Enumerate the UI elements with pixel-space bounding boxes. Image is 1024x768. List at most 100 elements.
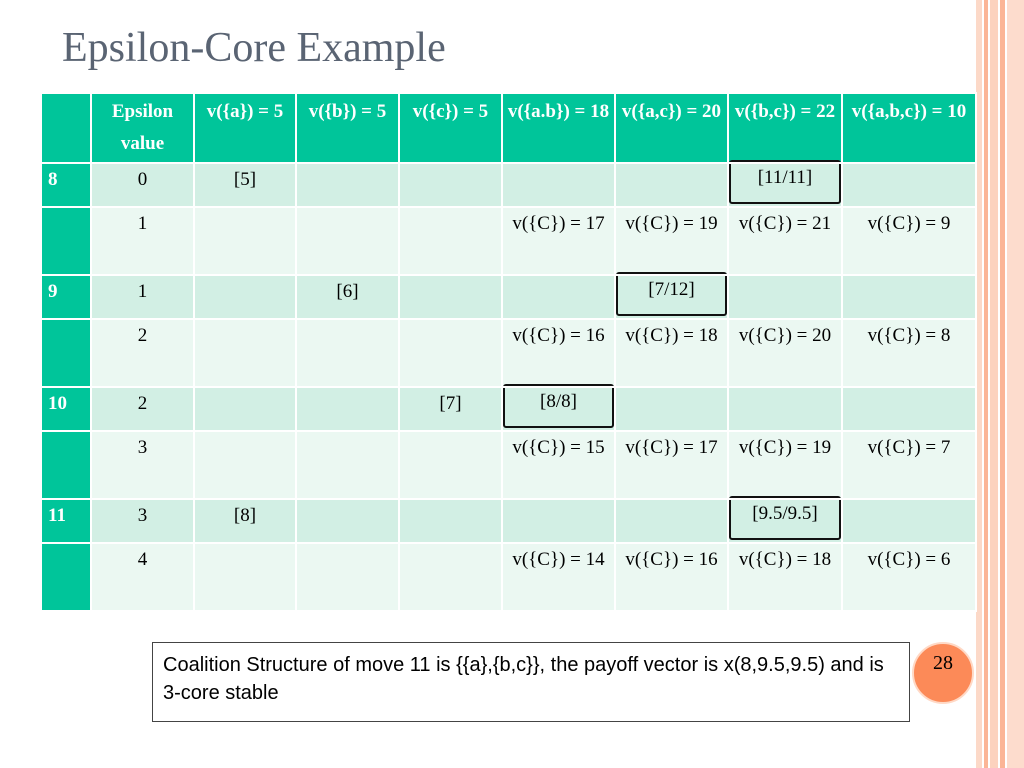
column-header: v({b,c}) = 22 (727, 92, 843, 164)
cell-text: 10 (48, 393, 67, 414)
table-cell: 3 (90, 430, 195, 500)
slide-title: Epsilon-Core Example (62, 25, 446, 71)
edge-stripe (984, 0, 988, 768)
table-cell (398, 206, 503, 276)
table-row: 4 v({C}) = 14 v({C}) = 16 v({C}) = 18 v({C})… (40, 542, 977, 612)
table-cell (193, 206, 297, 276)
table-cell: v({C}) = 7 (841, 430, 977, 500)
table-cell (841, 386, 977, 432)
table-cell (727, 274, 843, 320)
cell-text: v({C}) = 7 (867, 437, 951, 458)
table-cell: v({C}) = 16 (501, 318, 616, 388)
cell-text: 0 (137, 169, 148, 190)
page-number-badge: 28 (912, 642, 974, 704)
column-header: v({a}) = 5 (193, 92, 297, 164)
table-cell (501, 274, 616, 320)
table-cell: [5] (193, 162, 297, 208)
table-row: 8 0 [5] [11/11] (40, 160, 977, 208)
table-cell (295, 318, 400, 388)
cell-text: 4 (137, 549, 148, 570)
cell-text: v({C}) = 18 (738, 549, 832, 570)
table-cell (841, 162, 977, 208)
table-cell (193, 274, 297, 320)
table-cell (727, 386, 843, 432)
column-header: Epsilon value (90, 92, 195, 164)
table-row: 9 1 [6] [7/12] (40, 272, 977, 320)
cell-text: [11/11] (729, 160, 841, 204)
table-row: 10 2 [7] [8/8] (40, 384, 977, 432)
cell-text: 11 (48, 505, 66, 526)
edge-stripe (1000, 0, 1005, 768)
cell-text: 3 (137, 505, 148, 526)
table-cell (295, 206, 400, 276)
cell-text: v({C}) = 16 (625, 549, 718, 570)
table-row: 3 v({C}) = 15 v({C}) = 17 v({C}) = 19 v({C})… (40, 430, 977, 500)
table-cell: v({C}) = 18 (614, 318, 729, 388)
table-cell: 1 (90, 206, 195, 276)
cell-text: v({C}) = 6 (867, 549, 951, 570)
table-cell (501, 162, 616, 208)
cell-text: 2 (137, 325, 148, 346)
cell-text: v({C}) = 9 (867, 213, 951, 234)
cell-text: v({C}) = 20 (738, 325, 832, 346)
table-row: 1 v({C}) = 17 v({C}) = 19 v({C}) = 21 v({C})… (40, 206, 977, 276)
table-cell (841, 274, 977, 320)
table-cell: v({C}) = 17 (614, 430, 729, 500)
table-cell (398, 274, 503, 320)
cell-text: 3 (137, 437, 148, 458)
table-cell: [7/12] (614, 272, 729, 320)
move-label-cell: 9 (40, 274, 92, 320)
table-cell (193, 542, 297, 612)
cell-text: 8 (48, 169, 58, 190)
cell-text: v({C}) = 21 (738, 213, 832, 234)
table-cell (295, 498, 400, 544)
cell-text: [6] (336, 281, 359, 302)
table-cell (614, 498, 729, 544)
table-cell (841, 498, 977, 544)
table-cell (295, 386, 400, 432)
cell-text: v({C}) = 19 (738, 437, 832, 458)
table-cell: [11/11] (727, 160, 843, 208)
table-cell: [6] (295, 274, 400, 320)
table-cell: v({C}) = 20 (727, 318, 843, 388)
column-header: v({a.b}) = 18 (501, 92, 616, 164)
edge-stripe (976, 0, 982, 768)
table-cell: [8] (193, 498, 297, 544)
cell-text: 2 (137, 393, 148, 414)
cell-text: [9.5/9.5] (729, 496, 841, 540)
table-cell (398, 430, 503, 500)
table-cell: 0 (90, 162, 195, 208)
cell-text: [7/12] (616, 272, 727, 316)
cell-text: v({C}) = 17 (625, 437, 718, 458)
cell-text: 9 (48, 281, 58, 302)
table-cell (193, 386, 297, 432)
cell-text: v({C}) = 16 (512, 325, 605, 346)
table-cell: v({C}) = 18 (727, 542, 843, 612)
edge-stripe (1007, 0, 1024, 768)
move-label-cell (40, 542, 92, 612)
table-cell: [7] (398, 386, 503, 432)
move-label-cell (40, 430, 92, 500)
move-label-cell (40, 318, 92, 388)
column-header: v({a,c}) = 20 (614, 92, 729, 164)
table-cell: v({C}) = 21 (727, 206, 843, 276)
table-cell (193, 318, 297, 388)
column-header: v({c}) = 5 (398, 92, 503, 164)
table-cell: [9.5/9.5] (727, 496, 843, 544)
cell-text: v({C}) = 15 (512, 437, 605, 458)
move-label-cell: 8 (40, 162, 92, 208)
cell-text: v({C}) = 18 (625, 325, 718, 346)
column-header (40, 92, 92, 164)
table-cell: v({C}) = 17 (501, 206, 616, 276)
table-row: 11 3 [8] [9.5/9.5] (40, 496, 977, 544)
caption-box: Coalition Structure of move 11 is {{a},{… (152, 642, 910, 722)
cell-text: [7] (439, 393, 462, 414)
table-cell: 1 (90, 274, 195, 320)
table-cell (398, 318, 503, 388)
table-cell (501, 498, 616, 544)
cell-text: [8] (233, 505, 257, 526)
table-cell: v({C}) = 9 (841, 206, 977, 276)
table-cell: v({C}) = 6 (841, 542, 977, 612)
table-cell (398, 498, 503, 544)
column-header: v({b}) = 5 (295, 92, 400, 164)
